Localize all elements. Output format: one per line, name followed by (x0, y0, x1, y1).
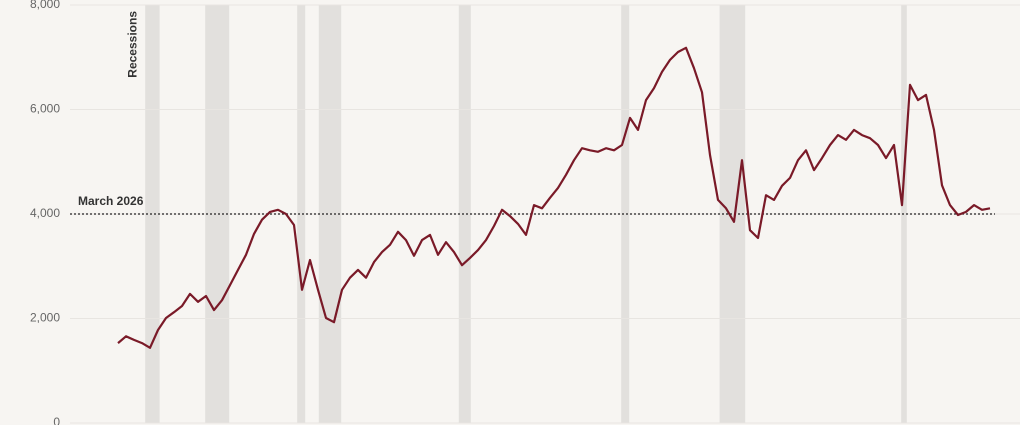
reference-label: March 2026 (78, 194, 144, 208)
recessions-label: Recessions (125, 11, 139, 78)
y-tick-label: 0 (53, 415, 60, 425)
y-tick-label: 8,000 (30, 0, 60, 11)
y-tick-label: 6,000 (30, 102, 60, 116)
data-line (117, 46, 991, 349)
y-tick-label: 2,000 (30, 311, 60, 325)
y-tick-label: 4,000 (30, 206, 60, 220)
